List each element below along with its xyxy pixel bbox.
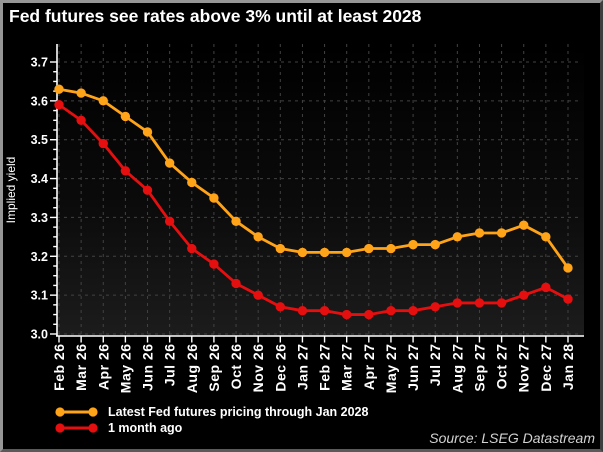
svg-text:Sep 27: Sep 27	[471, 344, 487, 392]
svg-text:3.3: 3.3	[31, 211, 48, 225]
svg-text:Jun 26: Jun 26	[140, 344, 156, 391]
svg-text:Apr 26: Apr 26	[95, 344, 111, 391]
legend-item-month-ago: 1 month ago	[53, 420, 368, 435]
svg-text:Jul 27: Jul 27	[427, 344, 443, 387]
legend-label-latest: Latest Fed futures pricing through Jan 2…	[108, 404, 369, 419]
svg-text:Nov 26: Nov 26	[250, 344, 266, 393]
svg-text:Aug 26: Aug 26	[184, 344, 200, 394]
axis-ticks	[50, 61, 569, 343]
legend-item-latest: Latest Fed futures pricing through Jan 2…	[53, 404, 368, 419]
svg-text:Aug 27: Aug 27	[449, 344, 465, 394]
svg-text:Dec 27: Dec 27	[538, 344, 554, 392]
svg-text:Jan 27: Jan 27	[294, 344, 310, 391]
legend-marker-latest-icon	[55, 406, 98, 417]
svg-text:3.6: 3.6	[31, 94, 48, 108]
svg-text:3.7: 3.7	[31, 56, 48, 70]
plot-background	[57, 44, 584, 336]
legend-marker-month-ago-icon	[55, 422, 98, 433]
series-latest	[54, 84, 573, 273]
svg-text:Dec 26: Dec 26	[272, 344, 288, 392]
svg-text:3.5: 3.5	[31, 133, 48, 147]
y-axis-labels: 3.0 3.1 3.2 3.3 3.4 3.5 3.6 3.7	[31, 56, 48, 342]
svg-text:Oct 26: Oct 26	[228, 344, 244, 390]
svg-text:Nov 27: Nov 27	[516, 344, 532, 393]
svg-text:Jun 27: Jun 27	[405, 344, 421, 391]
svg-text:Feb 26: Feb 26	[51, 344, 67, 391]
svg-text:3.1: 3.1	[31, 289, 48, 303]
chart-title: Fed futures see rates above 3% until at …	[9, 6, 422, 26]
gridlines	[57, 44, 581, 336]
y-axis-title: Implied yield	[4, 157, 18, 224]
svg-text:3.2: 3.2	[31, 250, 48, 264]
svg-text:Apr 27: Apr 27	[361, 344, 377, 391]
x-axis-labels: Feb 26 Mar 26 Apr 26 May 26 Jun 26 Jul 26 Aug …	[51, 344, 576, 394]
legend-label-month-ago: 1 month ago	[108, 420, 183, 435]
svg-text:May 27: May 27	[383, 344, 399, 394]
svg-text:Jan 28: Jan 28	[560, 344, 576, 391]
svg-text:Mar 26: Mar 26	[73, 344, 89, 391]
svg-text:Jul 26: Jul 26	[162, 344, 178, 387]
svg-text:Feb 27: Feb 27	[317, 344, 333, 391]
svg-text:Mar 27: Mar 27	[339, 344, 355, 391]
svg-text:May 26: May 26	[117, 344, 133, 394]
svg-text:3.0: 3.0	[31, 328, 48, 342]
svg-text:3.4: 3.4	[31, 172, 48, 186]
svg-text:Sep 26: Sep 26	[206, 344, 222, 392]
svg-text:Oct 27: Oct 27	[494, 344, 510, 390]
chart-legend: Latest Fed futures pricing through Jan 2…	[53, 404, 368, 435]
series-month-ago	[54, 100, 573, 320]
source-credit: Source: LSEG Datastream	[429, 430, 595, 446]
